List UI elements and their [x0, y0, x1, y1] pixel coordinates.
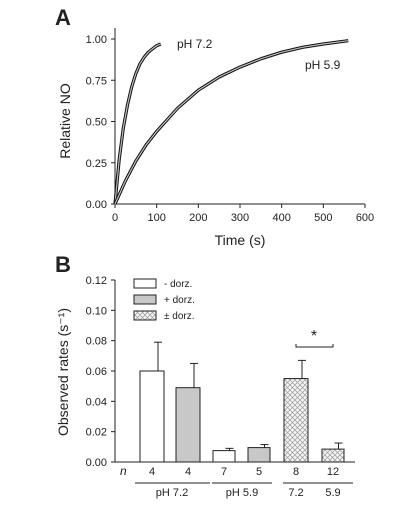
series-line-fit — [114, 43, 162, 205]
bar — [139, 370, 165, 463]
legend-swatch-minus-dorz — [133, 278, 157, 289]
bar — [247, 447, 271, 463]
legend-swatch-plus-dorz — [133, 294, 157, 305]
annotation-ph59: pH 5.9 — [305, 58, 341, 72]
annotation-ph72: pH 7.2 — [177, 37, 213, 51]
y-tick-label: 0.00 — [86, 457, 107, 469]
y-tick-label: 0.50 — [86, 117, 107, 129]
n-count-label: 4 — [149, 466, 155, 478]
series-line-fit — [114, 40, 349, 205]
y-tick-label: 0.08 — [86, 336, 107, 348]
y-tick-label: 0.25 — [86, 158, 107, 170]
y-tick-label: 0.02 — [86, 427, 107, 439]
legend-pm-dorz: ± dorz. — [164, 311, 195, 322]
group-label-ph72: pH 7.2 — [156, 487, 188, 499]
x-tick-label: 100 — [147, 212, 165, 224]
n-count-label: 8 — [293, 466, 299, 478]
y-tick-label: 0.12 — [86, 275, 107, 287]
panel-a-y-title: Relative NO — [57, 83, 73, 159]
x-tick-label: 0 — [112, 212, 118, 224]
y-tick-label: 0.00 — [86, 199, 107, 211]
legend-swatch-pm-dorz — [133, 310, 157, 321]
group-label-72: 7.2 — [288, 487, 303, 499]
legend-plus-dorz: + dorz. — [164, 295, 195, 306]
n-count-label: 5 — [256, 466, 262, 478]
x-tick-label: 300 — [231, 212, 249, 224]
bar — [283, 378, 309, 463]
legend-minus-dorz: - dorz. — [164, 279, 192, 290]
y-tick-label: 0.75 — [86, 75, 107, 87]
y-tick-label: 0.06 — [86, 366, 107, 378]
x-tick-label: 200 — [189, 212, 207, 224]
y-tick-label: 0.04 — [86, 396, 107, 408]
panel-b-label: B — [55, 252, 71, 277]
x-tick-label: 500 — [314, 212, 332, 224]
bar — [321, 448, 345, 463]
n-count-label: 4 — [185, 466, 191, 478]
group-label-59: 5.9 — [325, 487, 340, 499]
panel-a-label: A — [55, 5, 71, 30]
group-label-ph59: pH 5.9 — [226, 487, 258, 499]
significance-star: * — [311, 328, 317, 345]
y-tick-label: 1.00 — [86, 34, 107, 46]
x-tick-label: 600 — [356, 212, 374, 224]
n-label: n — [120, 464, 127, 478]
bar — [212, 450, 236, 463]
bar — [175, 387, 201, 463]
panel-b-chart: Observed rates (s⁻¹) n - dorz. + dorz. ±… — [55, 275, 355, 499]
panel-b-y-title: Observed rates (s⁻¹) — [55, 308, 71, 436]
panel-a-x-title: Time (s) — [215, 232, 266, 248]
y-tick-label: 0.10 — [86, 305, 107, 317]
x-tick-label: 400 — [272, 212, 290, 224]
n-count-label: 12 — [327, 466, 339, 478]
n-count-label: 7 — [221, 466, 227, 478]
significance-bracket — [295, 344, 334, 348]
panel-a-chart: Time (s) Relative NO pH 7.2 pH 5.9 0 100 2… — [57, 28, 374, 248]
